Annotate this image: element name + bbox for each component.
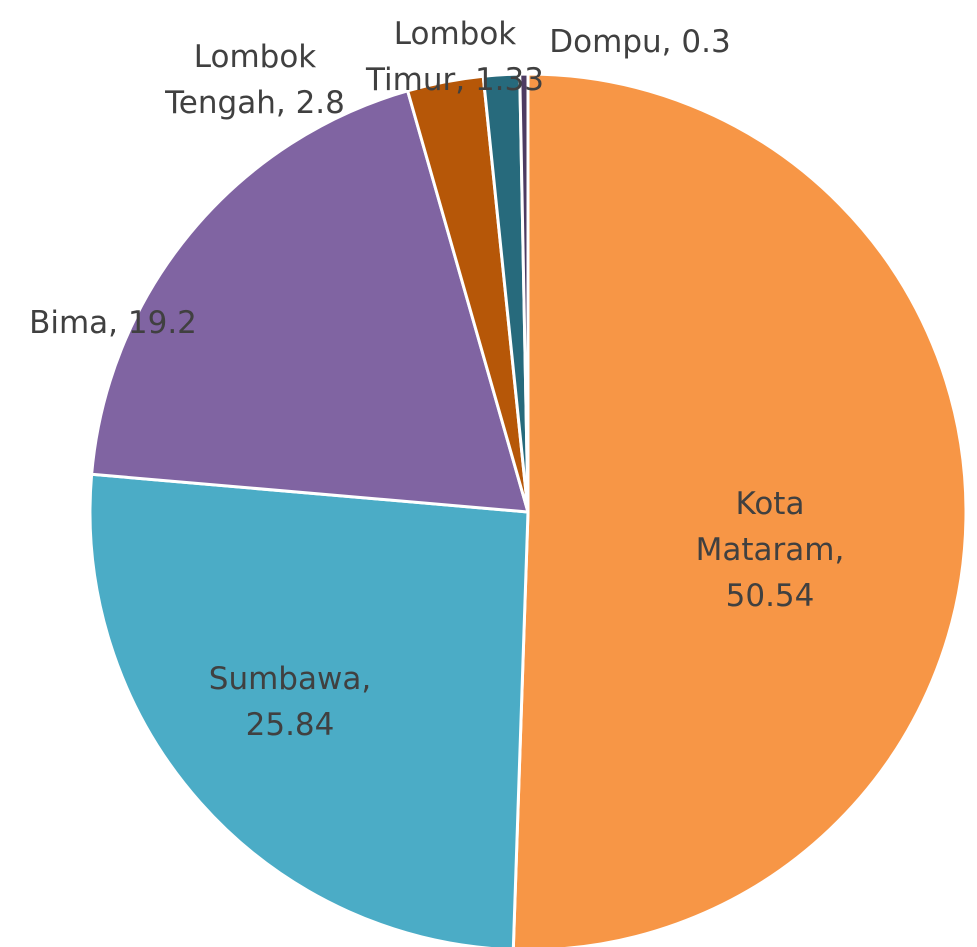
label-name: Kota Mataram bbox=[695, 486, 835, 568]
label-separator: , bbox=[455, 62, 466, 98]
label-separator: , bbox=[661, 24, 672, 60]
label-value: 2.8 bbox=[295, 85, 345, 121]
data-label: Sumbawa, 25.84 bbox=[205, 656, 375, 748]
label-name: Dompu bbox=[549, 24, 662, 60]
data-label: Bima, 19.2 bbox=[0, 300, 263, 346]
data-label: Lombok Tengah, 2.8 bbox=[150, 34, 360, 126]
label-name: Bima bbox=[29, 305, 109, 341]
label-value: 0.3 bbox=[681, 24, 731, 60]
label-value: 25.84 bbox=[245, 707, 335, 743]
label-separator: , bbox=[361, 661, 372, 697]
label-name: Lombok Timur bbox=[366, 16, 517, 98]
pie-slice bbox=[90, 89, 530, 514]
pie-slice bbox=[88, 472, 530, 947]
label-separator: , bbox=[108, 305, 119, 341]
data-label: Kota Mataram, 50.54 bbox=[690, 481, 850, 619]
data-label: Lombok Timur, 1.33 bbox=[363, 11, 548, 103]
pie-slice bbox=[511, 72, 968, 947]
label-name: Lombok Tengah bbox=[165, 39, 317, 121]
label-separator: , bbox=[275, 85, 286, 121]
label-separator: , bbox=[834, 532, 845, 568]
label-value: 19.2 bbox=[127, 305, 197, 341]
pie-slice bbox=[518, 72, 530, 514]
label-value: 1.33 bbox=[474, 62, 544, 98]
label-name: Sumbawa bbox=[208, 661, 362, 697]
label-value: 50.54 bbox=[725, 578, 815, 614]
data-label: Dompu, 0.3 bbox=[510, 19, 770, 65]
